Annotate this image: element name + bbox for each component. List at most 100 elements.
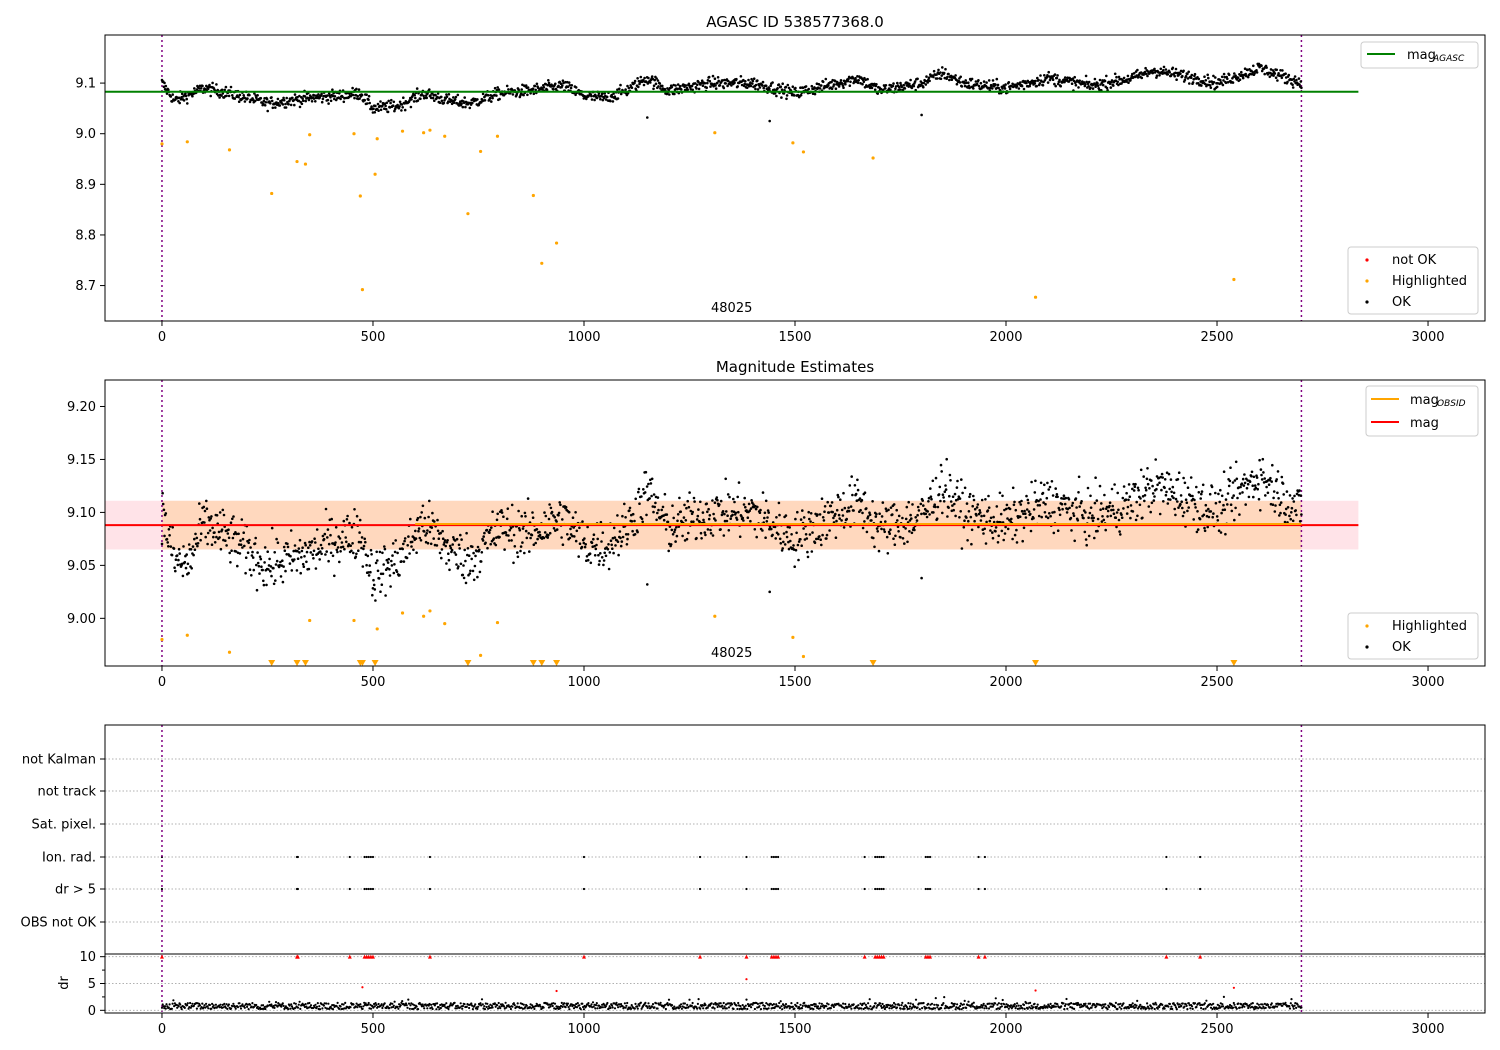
agasc-ok-point [1084,74,1088,78]
agasc-ok-point [281,98,284,102]
magnitude-ok-point [297,547,301,550]
agasc-ok-point [875,83,878,86]
magnitude-ok-point [523,551,526,555]
dr-point [493,1002,496,1005]
magnitude-ok-point [189,548,193,551]
magnitude-ok-point [1032,516,1035,520]
magnitude-ok-point [943,490,947,494]
magnitude-ok-point [374,561,378,565]
agasc-ok-point [391,104,395,107]
magnitude-highlighted-point [375,627,379,631]
magnitude-ok-point [840,519,843,522]
agasc-ok-point [882,88,885,91]
agasc-ok-point [1224,81,1228,85]
magnitude-ok-point [443,539,447,542]
dr-point [874,1002,877,1005]
magnitude-ok-point [1106,509,1110,513]
agasc-ok-point [1244,72,1247,76]
magnitude-ok-point [351,542,354,545]
magnitude-ok-point [1115,525,1118,529]
magnitude-ok-point [1151,484,1154,488]
magnitude-ok-point [521,527,525,530]
agasc-ok-point [987,79,991,82]
magnitude-ok-point [696,514,700,518]
dr-point [677,1007,681,1010]
dr-point [715,1002,719,1006]
magnitude-ok-point [771,521,775,524]
magnitude-ok-point [170,553,174,557]
agasc-ok-point [1162,65,1166,69]
dr-point [739,1005,742,1008]
dr-point [615,1001,618,1005]
flag-event-point [371,855,375,859]
flag-row-label: dr > 5 [55,883,96,898]
magnitude-ok-point [1100,520,1104,523]
agasc-ok-point [326,98,330,102]
magnitude-ok-point [1099,508,1102,512]
magnitude-ok-point [331,554,335,558]
agasc-ok-point [652,84,656,87]
dr-point [784,1003,788,1006]
dr-point [852,1003,855,1006]
magnitude-ok-point [564,505,568,509]
magnitude-below-range-marker [358,660,366,666]
agasc-ok-point [1166,73,1170,76]
agasc-ok-point [410,98,413,101]
agasc-ok-point [266,109,270,113]
dr-point [609,1006,612,1010]
magnitude-ok-point [1195,485,1198,489]
magnitude-ok-point [782,532,786,535]
agasc-ok-point [994,83,997,86]
magnitude-ok-point [355,514,359,518]
agasc-ok-point [1151,71,1155,74]
dr-point [453,1001,456,1004]
agasc-ok-point [703,81,707,85]
magnitude-ok-point [427,515,430,519]
magnitude-ok-point [463,548,467,552]
magnitude-ok-point [746,516,750,519]
magnitude-ok-point [366,554,370,558]
agasc-ok-point [958,81,962,84]
dr-point [611,1006,614,1009]
magnitude-ok-point [1214,501,1218,505]
magnitude-ok-point [617,553,620,557]
dr-point [433,1004,436,1007]
agasc-ok-point [599,97,602,101]
agasc-ok-point [1144,66,1147,70]
agasc-ok-point [317,93,320,96]
magnitude-ok-point [402,542,405,546]
magnitude-ok-point [1134,518,1138,522]
magnitude-ok-point [502,515,505,518]
dr-point [800,1007,804,1010]
magnitude-ok-point [469,569,472,573]
agasc-ok-point [390,98,393,102]
magnitude-ok-point [317,547,320,551]
agasc-ok-point [653,78,656,82]
magnitude-ok-point [482,535,486,538]
dr-point [165,1003,168,1006]
agasc-ok-point [605,95,609,99]
magnitude-ok-point [400,560,403,563]
agasc-ok-point [278,104,282,107]
agasc-ok-point [876,92,879,95]
dr-point [886,1005,889,1009]
magnitude-ok-point [445,562,448,565]
agasc-ok-point [1043,74,1046,77]
legend2-highlighted-swatch [1365,624,1369,628]
magnitude-ok-point [1115,511,1119,514]
magnitude-ok-point [521,541,524,544]
dr-point [533,1007,536,1011]
magnitude-ok-point [380,583,384,586]
agasc-ok-point [363,98,367,102]
magnitude-ok-point [390,564,394,567]
dr-point [336,1001,339,1005]
agasc-ok-point [1184,74,1188,78]
magnitude-ok-point [296,549,299,553]
dr-point [223,1002,226,1006]
magnitude-ok-point [1192,518,1195,521]
dr-point [860,1007,863,1010]
magnitude-ok-point [654,501,657,505]
magnitude-ok-point [1003,508,1006,512]
dr-point [398,1003,401,1006]
flag-event-point [924,887,927,891]
